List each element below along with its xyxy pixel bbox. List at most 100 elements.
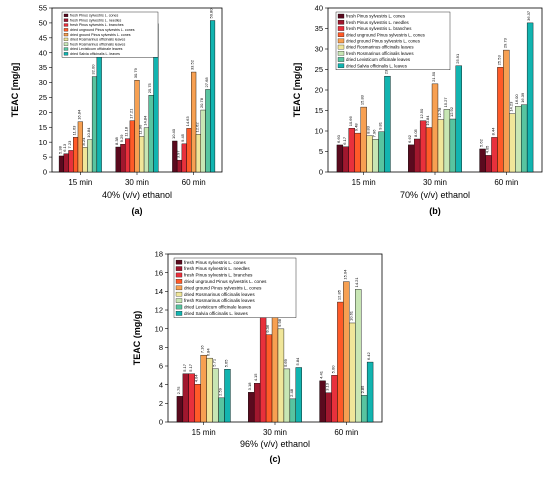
legend-entry: fresh Rosmarinus officinalis leaves bbox=[70, 42, 125, 46]
bar bbox=[253, 383, 261, 423]
data-label: 5.17 bbox=[188, 363, 193, 372]
bar bbox=[431, 83, 439, 173]
chart-panel-3: 0 2 4 6 8 10 12 14 16 18 TEAC (mg/g) 15 min 2.75 5.17… bbox=[132, 250, 383, 464]
legend-entry: dried ground Pinus sylvestris L. cones bbox=[184, 285, 262, 290]
bar bbox=[63, 153, 69, 173]
y-tick-label: 6 bbox=[159, 362, 163, 371]
data-label: 4.05 bbox=[485, 145, 490, 154]
legend-entry: fresh Pinus sylvestris L. branches bbox=[346, 26, 412, 31]
bar bbox=[195, 134, 201, 173]
legend-entry: dried Salvia officinalis L. leaves bbox=[184, 311, 248, 316]
x-tick-label: 60 min bbox=[182, 178, 206, 187]
data-label: 6.17 bbox=[342, 136, 347, 145]
legend-swatch bbox=[337, 20, 345, 25]
x-axis-label: 40% (v/v) ethanol bbox=[102, 190, 172, 200]
bar bbox=[337, 301, 344, 423]
y-tick-label: 15 bbox=[39, 123, 47, 132]
data-label: 5.84 bbox=[295, 357, 300, 366]
data-label: 6.42 bbox=[366, 352, 371, 361]
data-label: 10.84 bbox=[425, 115, 430, 126]
y-tick-label: 35 bbox=[39, 63, 47, 72]
bar bbox=[485, 155, 492, 173]
bar bbox=[491, 137, 498, 173]
data-label: 10.84 bbox=[86, 127, 91, 138]
x-tick-label: 30 min bbox=[125, 178, 149, 187]
data-label: 27.68 bbox=[204, 77, 209, 88]
data-label: 32.00 bbox=[91, 64, 96, 75]
legend-entry: dried unground Pinus sylvestris L. cones bbox=[184, 279, 267, 284]
bar bbox=[212, 368, 219, 423]
legend-swatch bbox=[63, 42, 69, 46]
bar bbox=[520, 104, 528, 173]
data-label: 3.18 bbox=[247, 382, 252, 391]
y-tick-label: 0 bbox=[319, 168, 323, 177]
legend-entry: fresh Rosmarinus officinalis leaves bbox=[346, 51, 414, 56]
data-label: 4.04 bbox=[194, 374, 199, 383]
bar bbox=[325, 392, 332, 423]
data-label: 3.13 bbox=[325, 382, 330, 391]
data-label: 12.92 bbox=[449, 106, 454, 117]
bar bbox=[224, 369, 231, 423]
y-tick-label: 30 bbox=[315, 45, 323, 54]
y-tick-label: 0 bbox=[43, 168, 47, 177]
bar bbox=[139, 136, 145, 173]
legend-entry: dried Levisticum officinale leaves bbox=[346, 57, 411, 62]
y-tick-label: 25 bbox=[315, 65, 323, 74]
data-label: 14.23 bbox=[508, 101, 513, 112]
bar bbox=[134, 79, 140, 173]
data-label: 36.37 bbox=[526, 10, 531, 21]
data-label: 6.62 bbox=[407, 134, 412, 143]
x-tick-label: 30 min bbox=[423, 178, 447, 187]
y-tick-label: 25 bbox=[39, 93, 47, 102]
data-label: 12.85 bbox=[336, 289, 341, 300]
legend-entry: dried ground Pinus sylvestris L. cones bbox=[70, 33, 131, 37]
legend-entry: fresh Pinus sylvestris L. needles bbox=[346, 20, 410, 25]
y-tick-label: 2 bbox=[159, 399, 163, 408]
data-label: 8.05 bbox=[413, 128, 418, 137]
y-tick-label: 40 bbox=[39, 48, 47, 57]
data-label: 7.96 bbox=[372, 129, 377, 138]
data-label: 2.59 bbox=[218, 387, 223, 396]
data-label: 5.17 bbox=[182, 363, 187, 372]
data-label: 9.48 bbox=[354, 123, 359, 132]
data-label: 12.62 bbox=[194, 122, 199, 133]
panel-label: (c) bbox=[270, 454, 281, 464]
data-label: 8.83 bbox=[366, 125, 371, 134]
bar bbox=[68, 150, 74, 173]
bar bbox=[384, 75, 391, 173]
data-label: 7.16 bbox=[200, 345, 205, 354]
legend-swatch bbox=[175, 266, 183, 271]
data-label: 15.83 bbox=[360, 94, 365, 105]
data-label: 16.39 bbox=[520, 92, 525, 103]
y-axis-label: TEAC [mg/g] bbox=[292, 63, 302, 118]
legend-entry: dried Salvia officinalis L. leaves bbox=[346, 63, 408, 68]
bar bbox=[443, 109, 451, 173]
bar bbox=[419, 120, 427, 173]
data-label: 6.60 bbox=[336, 134, 341, 143]
chart-panel-1: 0 5 10 15 20 25 30 35 40 45 50 55 TEAC [mg/g] 15 min 5… bbox=[10, 4, 223, 216]
data-label: 21.50 bbox=[431, 71, 436, 82]
data-label: 4.15 bbox=[253, 373, 258, 382]
legend-entry: fresh Pinus sylvestris L. cones bbox=[184, 260, 246, 265]
legend-entry: dried ground Pinus sylvestris L. cones bbox=[346, 38, 421, 43]
legend-entry: dried unground Pinus sylvestris L. cones bbox=[70, 28, 135, 32]
legend-entry: fresh Pinus sylvestris L. branches bbox=[70, 23, 124, 27]
data-label: 14.63 bbox=[185, 116, 190, 127]
legend-swatch bbox=[63, 23, 69, 27]
y-tick-label: 16 bbox=[155, 268, 163, 277]
legend-swatch bbox=[63, 52, 69, 56]
bar bbox=[509, 113, 516, 173]
panel-label: (a) bbox=[132, 206, 143, 216]
bar bbox=[77, 121, 83, 173]
data-label: 16.00 bbox=[514, 94, 519, 105]
legend-entry: fresh Pinus sylvestris L. needles bbox=[184, 266, 250, 271]
bar bbox=[366, 135, 373, 173]
x-tick-label: 60 min bbox=[494, 178, 518, 187]
y-tick-label: 35 bbox=[315, 24, 323, 33]
bar bbox=[503, 49, 510, 173]
y-tick-label: 8 bbox=[159, 343, 163, 352]
data-label: 11.90 bbox=[138, 124, 143, 134]
data-label: 20.78 bbox=[199, 97, 204, 108]
legend-entry: dried Levisticum officinale leaves bbox=[184, 305, 252, 310]
data-label: 25.91 bbox=[455, 53, 460, 64]
